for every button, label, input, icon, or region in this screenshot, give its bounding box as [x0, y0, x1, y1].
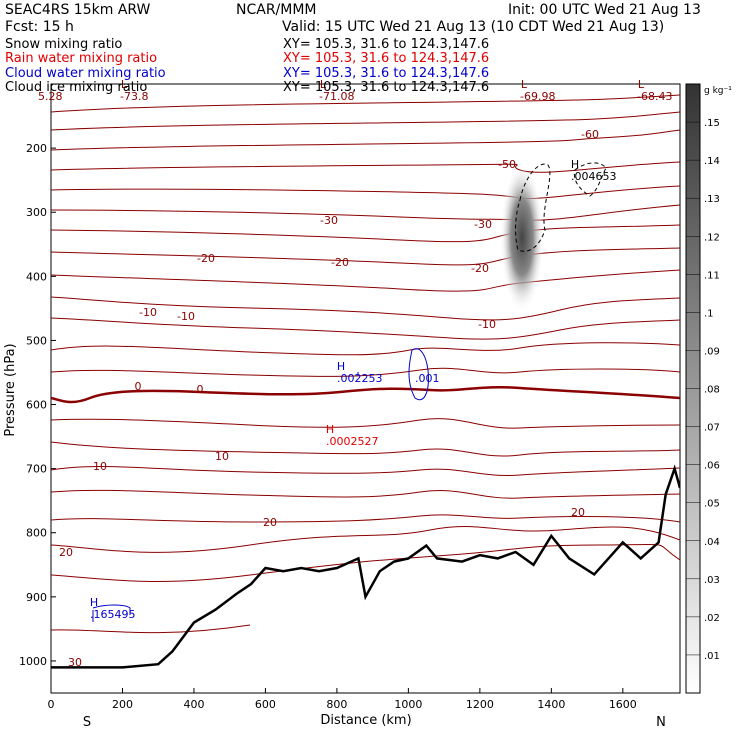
colorbar-unit: g kg⁻¹: [704, 86, 732, 96]
extremum-value: .002253: [337, 372, 383, 385]
y-tick-label: 400: [26, 270, 47, 283]
contour-label: -20: [331, 256, 349, 269]
x-axis-ticks: 0 200 400 600 800 1000 1200 1400 1600: [48, 688, 637, 711]
contour-label: 0: [135, 380, 142, 393]
contour-label: 20: [263, 516, 277, 529]
isotherm-contours: [51, 94, 680, 634]
field-xsec-snow: XY= 105.3, 31.6 to 124.3,147.6: [283, 37, 490, 52]
colorbar-level-label: .15: [704, 118, 720, 129]
extremum-value: -71.08: [319, 90, 354, 103]
extremum-value: .004653: [571, 170, 617, 183]
colorbar-level-label: .03: [704, 575, 720, 586]
colorbar-level-label: .07: [704, 423, 720, 434]
colorbar-level-label: .11: [704, 270, 720, 281]
extremum-marker: H: [337, 360, 345, 373]
extremum-marker: L: [320, 78, 327, 91]
center-name: NCAR/MMM: [236, 2, 317, 18]
extremum-marker: H: [571, 158, 579, 171]
contour-label: -50: [498, 158, 516, 171]
cloud-water-contours: [92, 348, 429, 622]
field-xsec-rain: XY= 105.3, 31.6 to 124.3,147.6: [283, 51, 490, 66]
colorbar-level-label: .04: [704, 537, 720, 548]
extremum-value: -69.98: [520, 90, 555, 103]
x-axis-end-label: N: [656, 715, 666, 730]
y-tick-label: 700: [26, 463, 47, 476]
colorbar-level-label: .08: [704, 385, 720, 396]
model-title: SEAC4RS 15km ARW: [5, 2, 151, 18]
freezing-level-contour: [51, 385, 680, 404]
colorbar-level-label: .06: [704, 461, 720, 472]
x-tick-label: 0: [48, 698, 55, 711]
colorbar-level-label: .05: [704, 499, 720, 510]
contour-label: 10: [215, 450, 229, 463]
y-tick-label: 600: [26, 399, 47, 412]
x-axis-label: Distance (km): [320, 713, 411, 728]
extremum-value: -73.8: [120, 90, 148, 103]
extremum-value: 5.28: [38, 90, 63, 103]
colorbar-level-label: .1: [704, 308, 714, 319]
forecast-hour: Fcst: 15 h: [5, 19, 74, 35]
extremum-marker: H: [90, 596, 98, 609]
x-tick-label: 1400: [537, 698, 565, 711]
extremum-marker: L: [521, 78, 528, 91]
contour-label: -30: [320, 214, 338, 227]
y-tick-label: 500: [26, 334, 47, 347]
contour-label: -20: [471, 262, 489, 275]
snow-mixing-ratio-shading: [500, 170, 544, 320]
contour-label: -30: [474, 218, 492, 231]
colorbar-level-label: .01: [704, 651, 720, 662]
cloud-ice-contour: [515, 162, 607, 252]
field-label-cloudice: Cloud ice mixing ratio: [5, 80, 148, 95]
x-tick-label: 600: [255, 698, 276, 711]
extremum-value: -68.43: [637, 90, 672, 103]
contour-label: -10: [177, 310, 195, 323]
field-xsec-cloudice: XY= 105.3, 31.6 to 124.3,147.6: [283, 80, 490, 95]
colorbar-level-label: .13: [704, 194, 720, 205]
colorbar-ticks: .01 .02 .03 .04 .05 .06 .07 .08 .09 .1 .11 .12 .13 .1…: [686, 118, 720, 662]
y-axis-label: Pressure (hPa): [3, 343, 18, 436]
contour-label: -10: [139, 306, 157, 319]
extremum-marker: L: [638, 78, 645, 91]
contour-label: 30: [68, 656, 82, 669]
y-tick-label: 200: [26, 142, 47, 155]
y-tick-label: 900: [26, 591, 47, 604]
field-xsec-cloudwater: XY= 105.3, 31.6 to 124.3,147.6: [283, 66, 490, 81]
x-tick-label: 1000: [394, 698, 422, 711]
x-tick-label: 200: [112, 698, 133, 711]
x-tick-label: 1600: [609, 698, 637, 711]
contour-labels: -60 -50 -30 -30 -20 -20 -20 -10 -10 -10 0 0 10 10 20 20…: [59, 128, 599, 669]
contour-label: -10: [478, 318, 496, 331]
y-axis-ticks: 200 300 400 500 600 700 800 900 1000: [19, 142, 56, 668]
x-tick-label: 400: [183, 698, 204, 711]
y-tick-label: 800: [26, 527, 47, 540]
field-label-cloudwater: Cloud water mixing ratio: [5, 66, 166, 81]
extremum-marker: H: [326, 423, 334, 436]
extremum-marker: L: [121, 78, 128, 91]
x-tick-label: 1200: [466, 698, 494, 711]
extremum-value: .001: [415, 372, 440, 385]
colorbar-level-label: .12: [704, 232, 720, 243]
init-time: Init: 00 UTC Wed 21 Aug 13: [508, 2, 701, 18]
terrain-outline: [51, 464, 680, 669]
extremum-value: .165495: [90, 608, 136, 621]
contour-label: 20: [571, 506, 585, 519]
y-tick-label: 1000: [19, 655, 47, 668]
contour-label: -60: [581, 128, 599, 141]
contour-label: 20: [59, 546, 73, 559]
colorbar-level-label: .02: [704, 613, 720, 624]
x-tick-label: 800: [326, 698, 347, 711]
extrema-labels: L-73.8L-71.08L-69.98L-68.435.28H.004653H…: [38, 78, 672, 621]
field-label-snow: Snow mixing ratio: [5, 37, 123, 52]
field-label-rain: Rain water mixing ratio: [5, 51, 158, 66]
colorbar-level-label: .09: [704, 346, 720, 357]
x-axis-start-label: S: [83, 715, 91, 730]
valid-time: Valid: 15 UTC Wed 21 Aug 13 (10 CDT Wed …: [282, 19, 665, 35]
extremum-value: .0002527: [326, 435, 379, 448]
y-tick-label: 300: [26, 206, 47, 219]
contour-label: 10: [93, 460, 107, 473]
contour-label: -20: [197, 252, 215, 265]
colorbar-level-label: .14: [704, 156, 720, 167]
contour-label: 0: [197, 383, 204, 396]
